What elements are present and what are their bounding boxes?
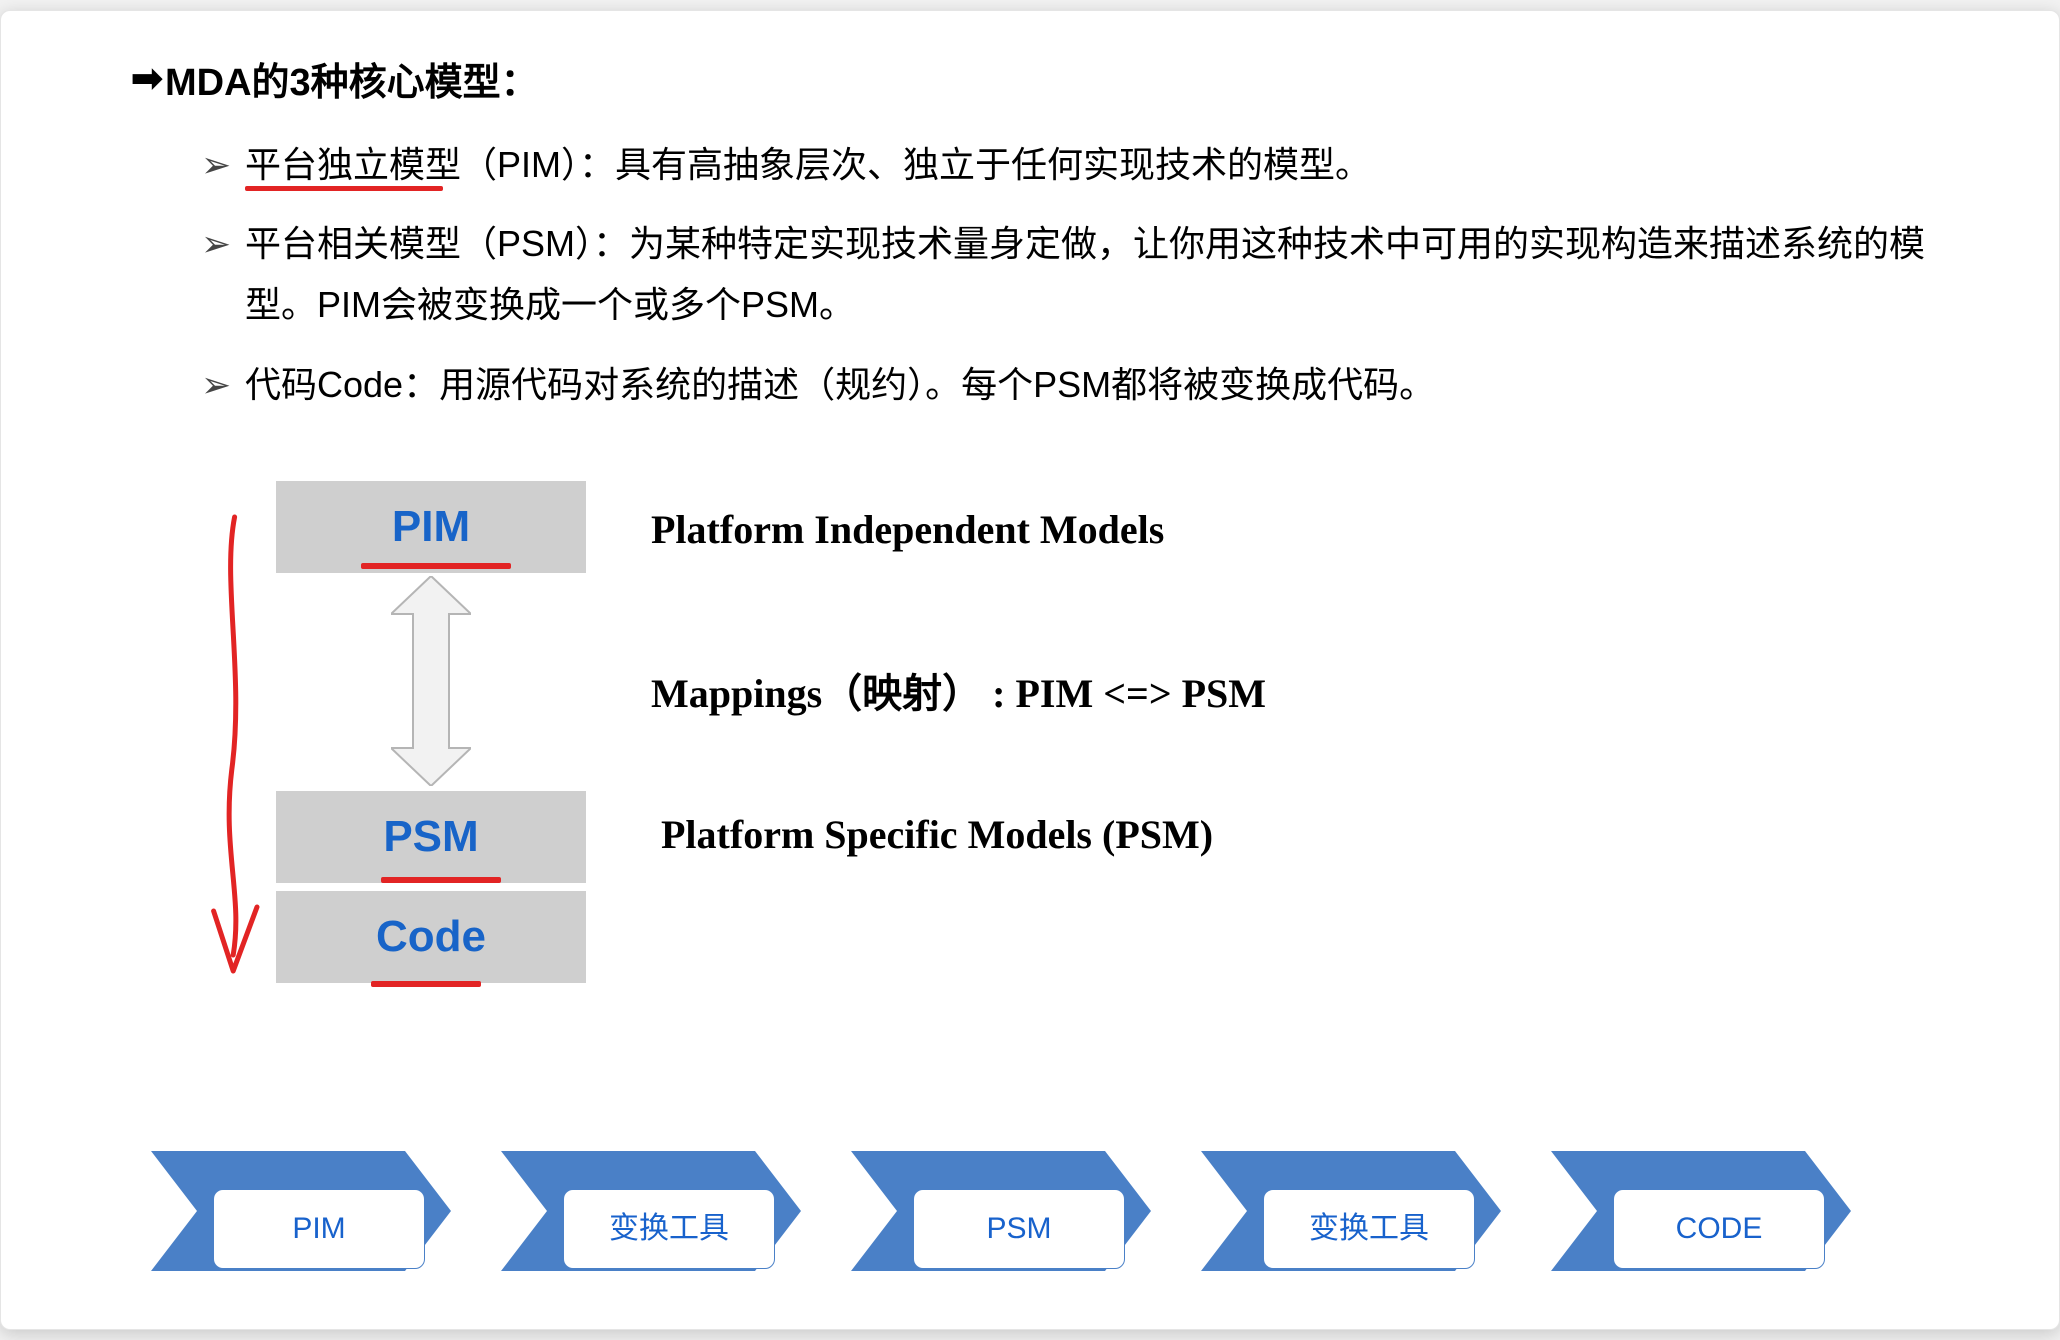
red-underline xyxy=(371,981,481,987)
diagram-desc: Platform Independent Models xyxy=(651,506,1164,553)
list-item-text: 平台相关模型（PSM）：为某种特定实现技术量身定做，让你用这种技术中可用的实现构… xyxy=(245,213,1979,335)
diagram-desc: Mappings（映射） : PIM <=> PSM xyxy=(651,661,1266,719)
chevron-icon: ➢ xyxy=(201,134,245,195)
diagram: PIM PSM Code Platform Independent Models… xyxy=(221,481,1621,1121)
flow-step-label: CODE xyxy=(1613,1189,1825,1269)
diagram-box-label: PSM xyxy=(383,812,478,861)
heading-bullet-icon: ➡ xyxy=(131,56,165,101)
flow-step-label: PIM xyxy=(213,1189,425,1269)
diagram-box-label: Code xyxy=(376,912,486,961)
list-item-text: 代码Code：用源代码对系统的描述（规约）。每个PSM都将被变换成代码。 xyxy=(245,354,1979,415)
diagram-box-label: PIM xyxy=(392,502,470,551)
list-item: ➢ 平台相关模型（PSM）：为某种特定实现技术量身定做，让你用这种技术中可用的实… xyxy=(201,213,1979,335)
list-item: ➢ 平台独立模型（PIM）：具有高抽象层次、独立于任何实现技术的模型。 xyxy=(201,134,1979,195)
list-item: ➢ 代码Code：用源代码对系统的描述（规约）。每个PSM都将被变换成代码。 xyxy=(201,354,1979,415)
slide: ➡ MDA的3种核心模型： ➢ 平台独立模型（PIM）：具有高抽象层次、独立于任… xyxy=(0,10,2060,1330)
double-arrow-icon xyxy=(391,576,471,786)
list-item-text: 平台独立模型（PIM）：具有高抽象层次、独立于任何实现技术的模型。 xyxy=(245,134,1979,195)
flow-step: 变换工具 xyxy=(501,1151,801,1271)
flow-step-label: 变换工具 xyxy=(563,1189,775,1269)
chevron-icon: ➢ xyxy=(201,354,245,415)
bullet-list: ➢ 平台独立模型（PIM）：具有高抽象层次、独立于任何实现技术的模型。 ➢ 平台… xyxy=(201,134,1979,415)
process-flow: PIM 变换工具 PSM 变换工具 CODE xyxy=(151,1151,1891,1281)
red-underline xyxy=(361,563,511,569)
heading: ➡ MDA的3种核心模型： xyxy=(131,51,1979,106)
flow-step-label: 变换工具 xyxy=(1263,1189,1475,1269)
flow-step: PSM xyxy=(851,1151,1151,1271)
diagram-box-code: Code xyxy=(276,891,586,983)
flow-step: 变换工具 xyxy=(1201,1151,1501,1271)
diagram-box-psm: PSM xyxy=(276,791,586,883)
diagram-box-pim: PIM xyxy=(276,481,586,573)
heading-text: MDA的3种核心模型： xyxy=(165,51,539,106)
red-underline xyxy=(381,877,501,883)
flow-step-label: PSM xyxy=(913,1189,1125,1269)
red-underline xyxy=(245,186,443,191)
flow-step: CODE xyxy=(1551,1151,1851,1271)
chevron-icon: ➢ xyxy=(201,213,245,335)
list-item-text-inner: 平台独立模型（PIM）：具有高抽象层次、独立于任何实现技术的模型。 xyxy=(245,144,1371,185)
diagram-desc: Platform Specific Models (PSM) xyxy=(661,811,1213,858)
handdrawn-arrow-icon xyxy=(201,511,271,981)
flow-step: PIM xyxy=(151,1151,451,1271)
